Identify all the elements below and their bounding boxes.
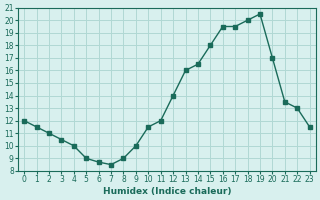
X-axis label: Humidex (Indice chaleur): Humidex (Indice chaleur) [103, 187, 231, 196]
